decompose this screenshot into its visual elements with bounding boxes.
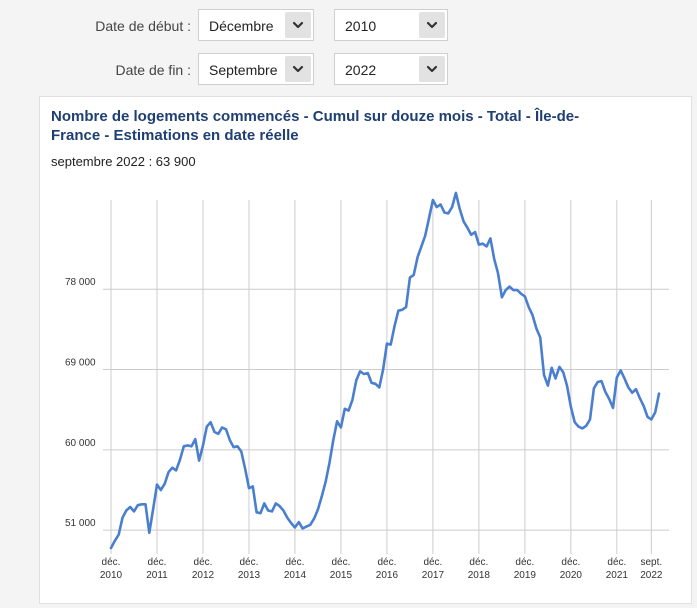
x-tick-label: 2016 bbox=[376, 570, 399, 581]
x-tick-label: 2018 bbox=[468, 570, 491, 581]
chevron-down-icon[interactable] bbox=[285, 12, 311, 38]
start-year-select[interactable]: 2010 bbox=[334, 9, 448, 41]
start-month-value: Décembre bbox=[209, 18, 274, 34]
x-tick-label: 2017 bbox=[422, 570, 445, 581]
series-line bbox=[109, 191, 661, 550]
chart-subtitle: septembre 2022 : 63 900 bbox=[51, 154, 196, 169]
x-tick-label: déc. bbox=[515, 557, 534, 568]
y-tick-label: 69 000 bbox=[65, 358, 96, 369]
x-tick-label: 2014 bbox=[284, 570, 307, 581]
start-date-label: Date de début : bbox=[95, 18, 191, 34]
date-filters: Date de début : Décembre 2010 Date de fi… bbox=[0, 0, 697, 92]
chevron-down-icon[interactable] bbox=[285, 56, 311, 82]
x-tick-label: 2021 bbox=[606, 570, 629, 581]
x-tick-label: 2019 bbox=[514, 570, 537, 581]
x-tick-label: 2012 bbox=[192, 570, 215, 581]
start-date-row: Date de début : Décembre 2010 bbox=[0, 9, 697, 43]
x-tick-label: déc. bbox=[148, 557, 167, 568]
x-tick-label: 2020 bbox=[560, 570, 583, 581]
end-year-value: 2022 bbox=[345, 62, 377, 78]
y-tick-label: 51 000 bbox=[65, 518, 96, 529]
y-tick-label: 78 000 bbox=[65, 277, 96, 288]
x-tick-label: 2013 bbox=[238, 570, 261, 581]
x-tick-label: déc. bbox=[194, 557, 213, 568]
chart-title: Nombre de logements commencés - Cumul su… bbox=[51, 108, 580, 144]
x-tick-label: déc. bbox=[423, 557, 442, 568]
end-date-label: Date de fin : bbox=[115, 62, 192, 78]
end-date-row: Date de fin : Septembre 2022 bbox=[0, 53, 697, 87]
x-tick-label: 2022 bbox=[640, 570, 663, 581]
end-month-select[interactable]: Septembre bbox=[198, 53, 314, 85]
start-year-value: 2010 bbox=[345, 18, 377, 34]
x-tick-label: sept. bbox=[640, 557, 662, 568]
start-month-select[interactable]: Décembre bbox=[198, 9, 314, 41]
line-chart: 51 000 60 000 69 000 78 000 déc. 2010 déc. 2011… bbox=[65, 191, 669, 581]
chart-panel: Nombre de logements commencés - Cumul su… bbox=[39, 96, 692, 604]
x-tick-label: déc. bbox=[240, 557, 259, 568]
x-tick-label: déc. bbox=[607, 557, 626, 568]
y-tick-label: 60 000 bbox=[65, 438, 96, 449]
x-tick-label: déc. bbox=[561, 557, 580, 568]
end-month-value: Septembre bbox=[209, 62, 278, 78]
chevron-down-icon[interactable] bbox=[419, 12, 445, 38]
x-tick-label: 2010 bbox=[100, 570, 123, 581]
chevron-down-icon[interactable] bbox=[419, 56, 445, 82]
x-tick-label: déc. bbox=[331, 557, 350, 568]
x-tick-label: déc. bbox=[102, 557, 121, 568]
x-tick-label: 2015 bbox=[330, 570, 353, 581]
x-tick-label: 2011 bbox=[146, 570, 168, 581]
x-tick-label: déc. bbox=[469, 557, 488, 568]
x-tick-label: déc. bbox=[285, 557, 304, 568]
end-year-select[interactable]: 2022 bbox=[334, 53, 448, 85]
x-tick-label: déc. bbox=[377, 557, 396, 568]
